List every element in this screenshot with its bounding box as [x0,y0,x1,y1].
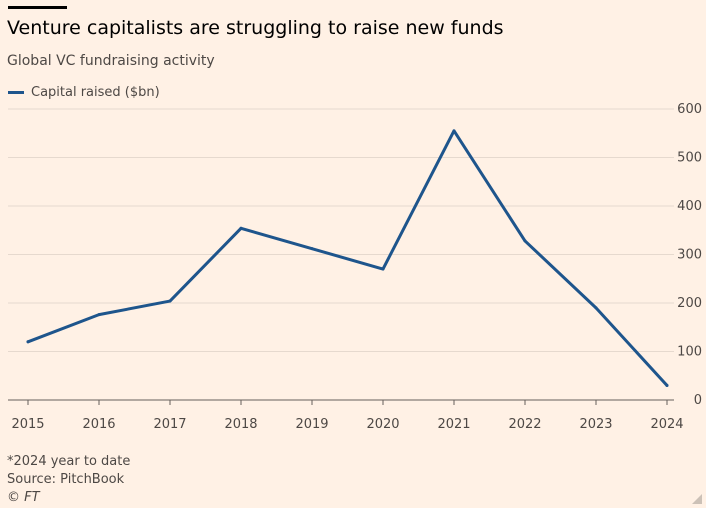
y-tick-label: 500 [677,151,702,166]
y-tick-label: 400 [677,199,702,214]
x-tick-label: 2020 [366,417,399,432]
legend-label: Capital raised ($bn) [31,85,160,100]
y-tick-label: 0 [694,393,702,408]
copyright: © FT [7,490,40,505]
footnote: *2024 year to date [7,454,131,469]
y-tick-label: 600 [677,102,702,117]
series-line [26,129,669,387]
data-point [168,299,172,303]
x-tick-label: 2024 [650,417,683,432]
x-tick-label: 2019 [295,417,328,432]
x-tick-label: 2021 [437,417,470,432]
data-point [26,340,30,344]
chart-subtitle: Global VC fundraising activity [7,53,215,69]
x-tick-label: 2022 [508,417,541,432]
resize-handle-icon [692,494,702,504]
data-point [239,226,243,230]
legend-swatch [8,91,24,94]
x-tick-label: 2023 [579,417,612,432]
y-tick-label: 100 [677,345,702,360]
data-point [97,313,101,317]
source-note: Source: PitchBook [7,472,125,487]
data-point [594,306,598,310]
data-point [452,129,456,133]
x-tick-label: 2018 [224,417,257,432]
data-point [310,247,314,251]
chart-title: Venture capitalists are struggling to ra… [7,17,504,39]
y-tick-label: 200 [677,296,702,311]
x-tick-label: 2015 [11,417,44,432]
data-point [381,267,385,271]
brand-bar [8,6,67,9]
data-point [665,383,669,387]
y-tick-label: 300 [677,248,702,263]
data-point [523,239,527,243]
x-tick-label: 2016 [82,417,115,432]
x-tick-label: 2017 [153,417,186,432]
legend: Capital raised ($bn) [8,85,160,100]
